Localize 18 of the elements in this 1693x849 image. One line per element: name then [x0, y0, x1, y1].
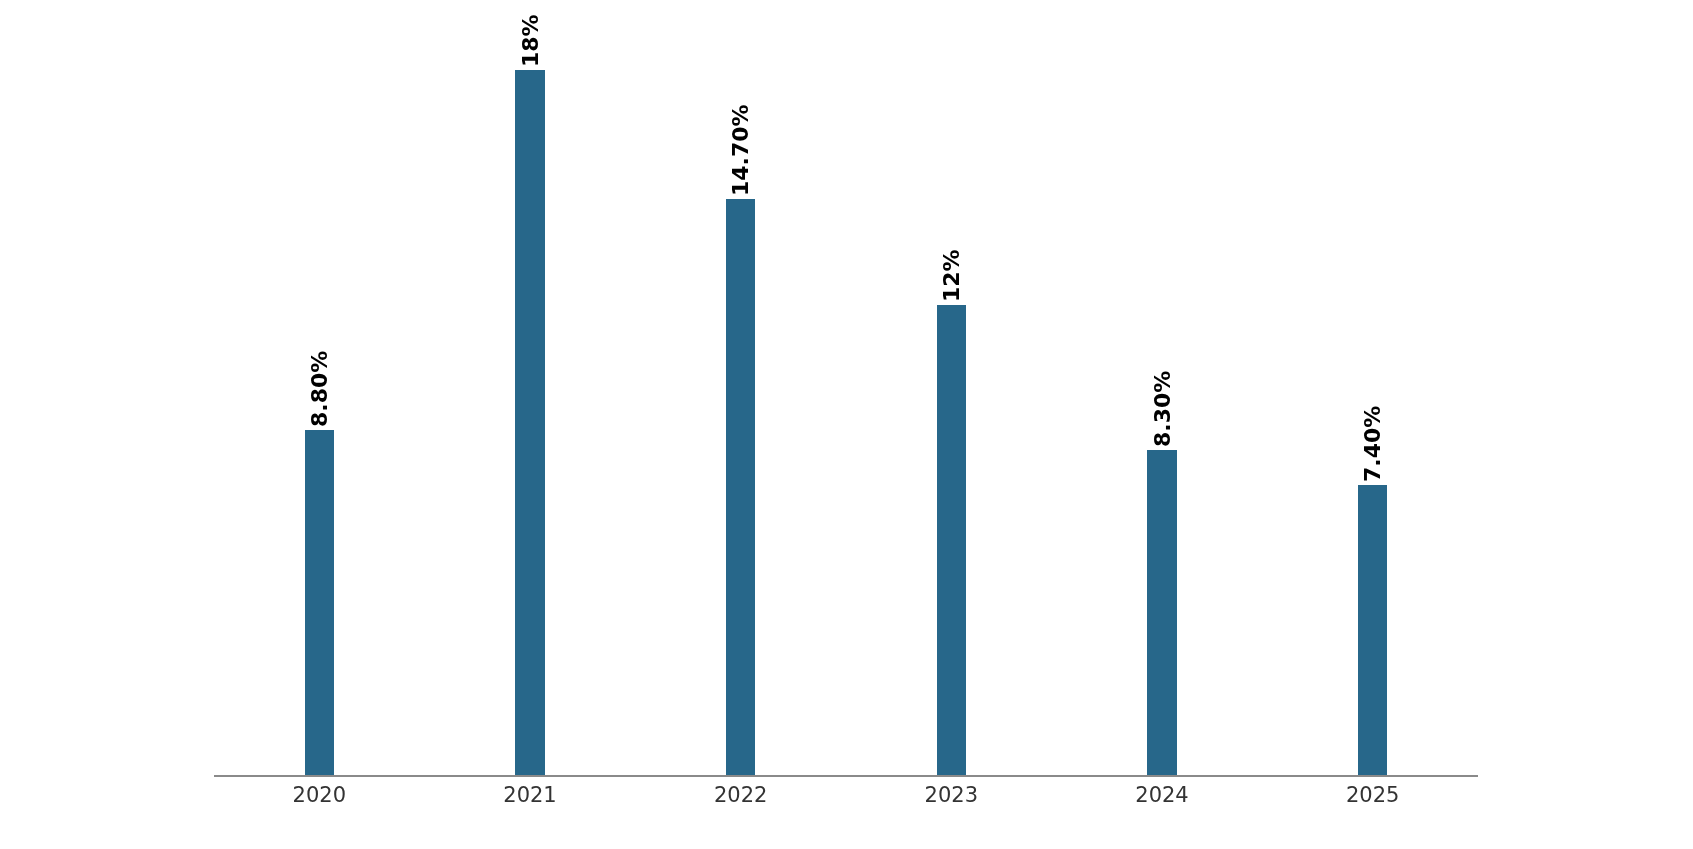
x-tick-label: 2020	[292, 783, 347, 808]
bar	[1358, 485, 1387, 775]
x-tick-label: 2025	[1345, 783, 1400, 808]
bar	[726, 199, 755, 775]
x-tick-label: 2024	[1135, 783, 1189, 808]
bar	[1147, 450, 1177, 775]
bar	[515, 70, 545, 775]
x-tick-label: 2023	[924, 783, 979, 808]
data-label: 14.70%	[728, 104, 753, 196]
x-tick-label: 2022	[713, 783, 768, 808]
data-label: 8.80%	[307, 350, 332, 427]
x-tick-label: 2021	[503, 783, 557, 808]
data-label: 18%	[517, 14, 543, 67]
data-label: 12%	[939, 249, 964, 302]
bar	[305, 430, 334, 775]
data-label: 7.40%	[1360, 405, 1385, 482]
data-label: 8.30%	[1149, 370, 1175, 447]
bar	[937, 305, 966, 775]
